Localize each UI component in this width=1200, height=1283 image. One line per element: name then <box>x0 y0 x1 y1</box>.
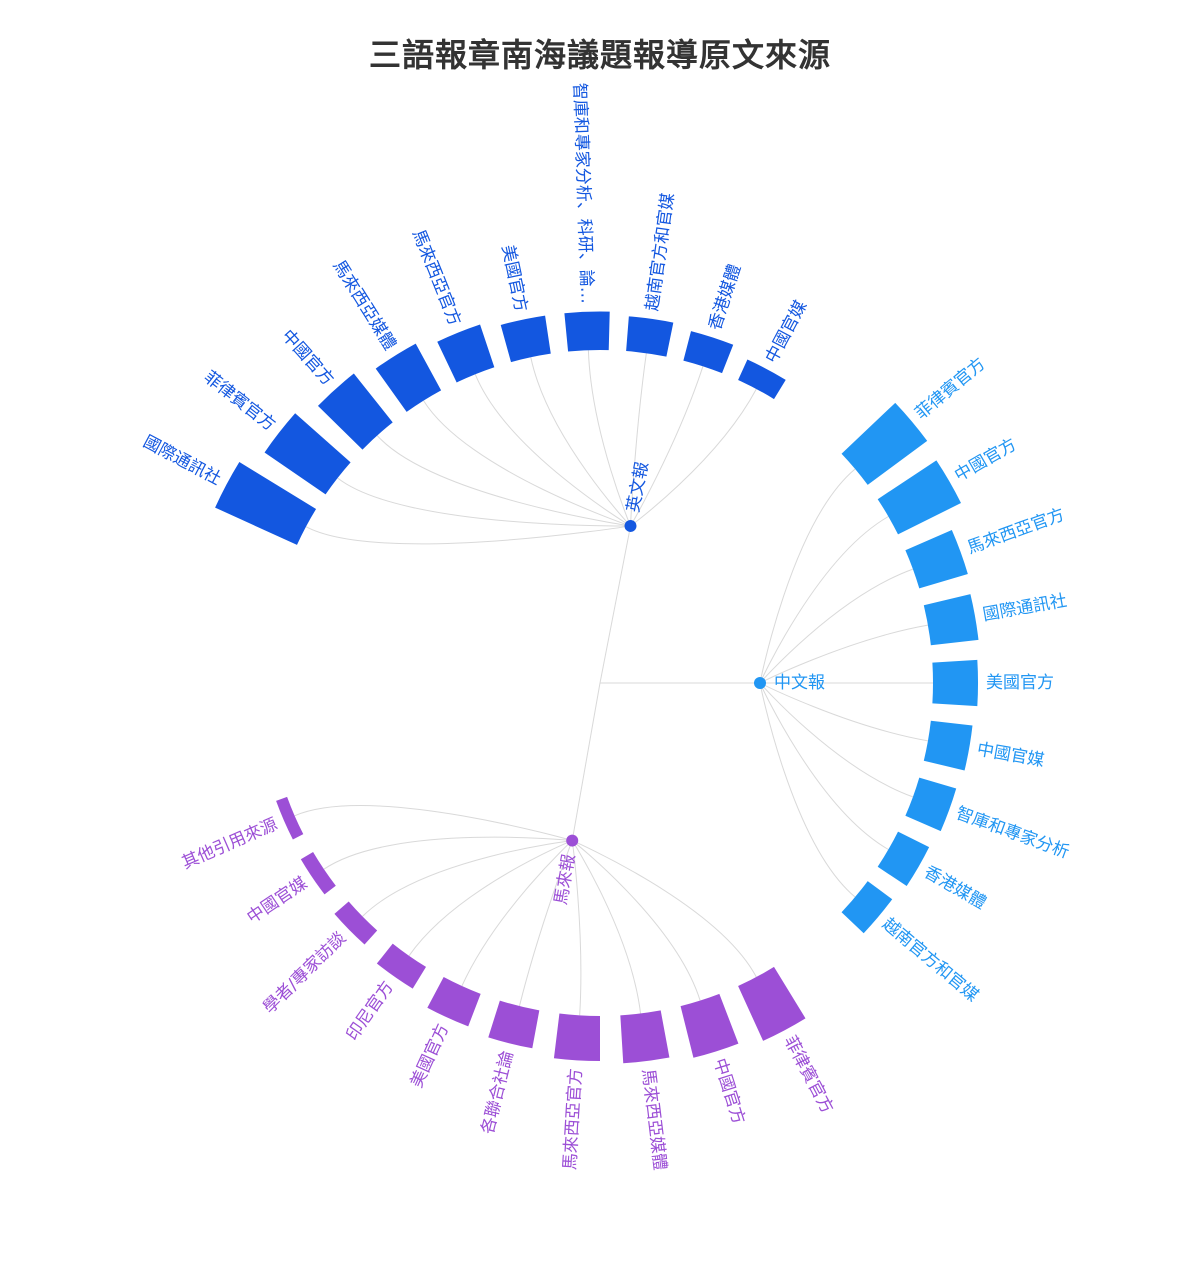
leaf-label: 美國官方 <box>497 243 531 314</box>
link-leaf <box>572 840 757 978</box>
bar <box>553 1013 600 1062</box>
leaf-label: 美國官方 <box>407 1021 453 1091</box>
bar <box>500 315 551 363</box>
link-leaf <box>530 357 631 527</box>
group-label: 中文報 <box>774 673 825 693</box>
bar <box>276 796 304 840</box>
bar <box>923 720 973 771</box>
group-node <box>754 677 766 689</box>
group-label: 英文報 <box>623 460 652 514</box>
links-layer <box>294 350 933 1016</box>
link-root-2 <box>571 682 601 841</box>
leaf-label: 中國官媒 <box>762 297 812 366</box>
link-leaf <box>337 477 631 527</box>
link-leaf <box>376 435 631 527</box>
bar <box>905 777 957 832</box>
chart-title: 三語報章南海議題報導原文來源 <box>368 36 831 74</box>
link-leaf <box>587 350 631 527</box>
bar <box>841 402 928 485</box>
link-leaf <box>759 516 889 684</box>
bar <box>427 977 481 1027</box>
group-node <box>624 519 637 532</box>
bar <box>620 1010 670 1064</box>
leaf-label: 馬來西亞媒體 <box>637 1068 669 1172</box>
link-leaf <box>461 840 573 987</box>
leaf-label: 國際通訊社 <box>981 591 1068 625</box>
leaf-label: 馬來西亞官方 <box>560 1068 586 1171</box>
leaf-label: 各聯合社論 <box>478 1049 518 1136</box>
bar <box>300 852 336 895</box>
link-leaf <box>759 682 914 798</box>
bar <box>215 461 317 545</box>
leaf-label: 中國官媒 <box>975 740 1045 772</box>
link-root-0 <box>599 525 632 684</box>
leaf-label: 菲律賓官方 <box>200 367 279 435</box>
link-leaf <box>759 568 914 684</box>
bar <box>738 966 806 1041</box>
leaf-label: 菲律賓官方 <box>912 354 990 424</box>
leaf-label: 其他引用來源 <box>179 814 281 873</box>
group-label: 馬來報 <box>551 853 580 907</box>
leaf-label: 中國官方 <box>709 1056 749 1127</box>
link-leaf <box>474 374 631 527</box>
link-leaf <box>408 840 573 957</box>
link-leaf <box>759 468 856 684</box>
bar <box>375 343 442 412</box>
leaf-label: 馬來西亞媒體 <box>329 257 400 354</box>
bar <box>923 594 979 646</box>
bar <box>437 324 495 383</box>
bar <box>334 901 378 945</box>
leaf-label: 馬來西亞官方 <box>408 227 465 329</box>
bar <box>264 413 351 495</box>
leaf-label: 越南官方和官媒 <box>878 914 982 1006</box>
bar <box>738 359 786 400</box>
link-leaf <box>571 840 642 1014</box>
link-leaf <box>305 525 631 545</box>
bars-layer <box>215 311 979 1064</box>
leaf-label: 馬來西亞官方 <box>965 505 1068 559</box>
bar <box>877 460 962 535</box>
leaf-label: 學者/專家訪談 <box>259 928 350 1018</box>
leaf-label: 美國官方 <box>986 673 1054 693</box>
leaf-label: 中國官媒 <box>244 873 312 928</box>
link-leaf <box>571 840 701 1001</box>
link-leaf <box>323 836 573 870</box>
link-leaf <box>630 388 757 527</box>
link-leaf <box>294 805 573 842</box>
bar <box>932 659 979 707</box>
leaf-label: 中國官方 <box>277 326 337 390</box>
bar <box>564 311 610 352</box>
leaf-label: 菲律賓官方 <box>780 1033 838 1117</box>
bar <box>683 331 734 374</box>
leaf-label: 智庫和專家分析、科研、論… <box>569 82 597 304</box>
bar <box>317 373 393 450</box>
link-leaf <box>759 682 856 898</box>
group-node <box>566 834 579 847</box>
bar <box>905 530 968 589</box>
bar <box>626 316 674 357</box>
bar <box>680 993 739 1058</box>
leaf-label: 香港媒體 <box>920 862 989 913</box>
leaf-label: 香港媒體 <box>705 262 745 333</box>
bar <box>488 1000 540 1049</box>
link-leaf <box>362 840 573 917</box>
leaf-label: 中國官方 <box>951 435 1020 486</box>
link-leaf <box>759 682 889 850</box>
leaf-label: 越南官方和官媒 <box>642 192 678 313</box>
leaf-label: 智庫和專家分析 <box>953 803 1072 862</box>
link-leaf <box>423 400 631 527</box>
leaf-label: 印尼官方 <box>343 977 398 1044</box>
leaf-label: 國際通訊社 <box>140 432 224 490</box>
bar <box>376 943 427 989</box>
bar <box>877 831 930 886</box>
bar <box>841 881 893 934</box>
